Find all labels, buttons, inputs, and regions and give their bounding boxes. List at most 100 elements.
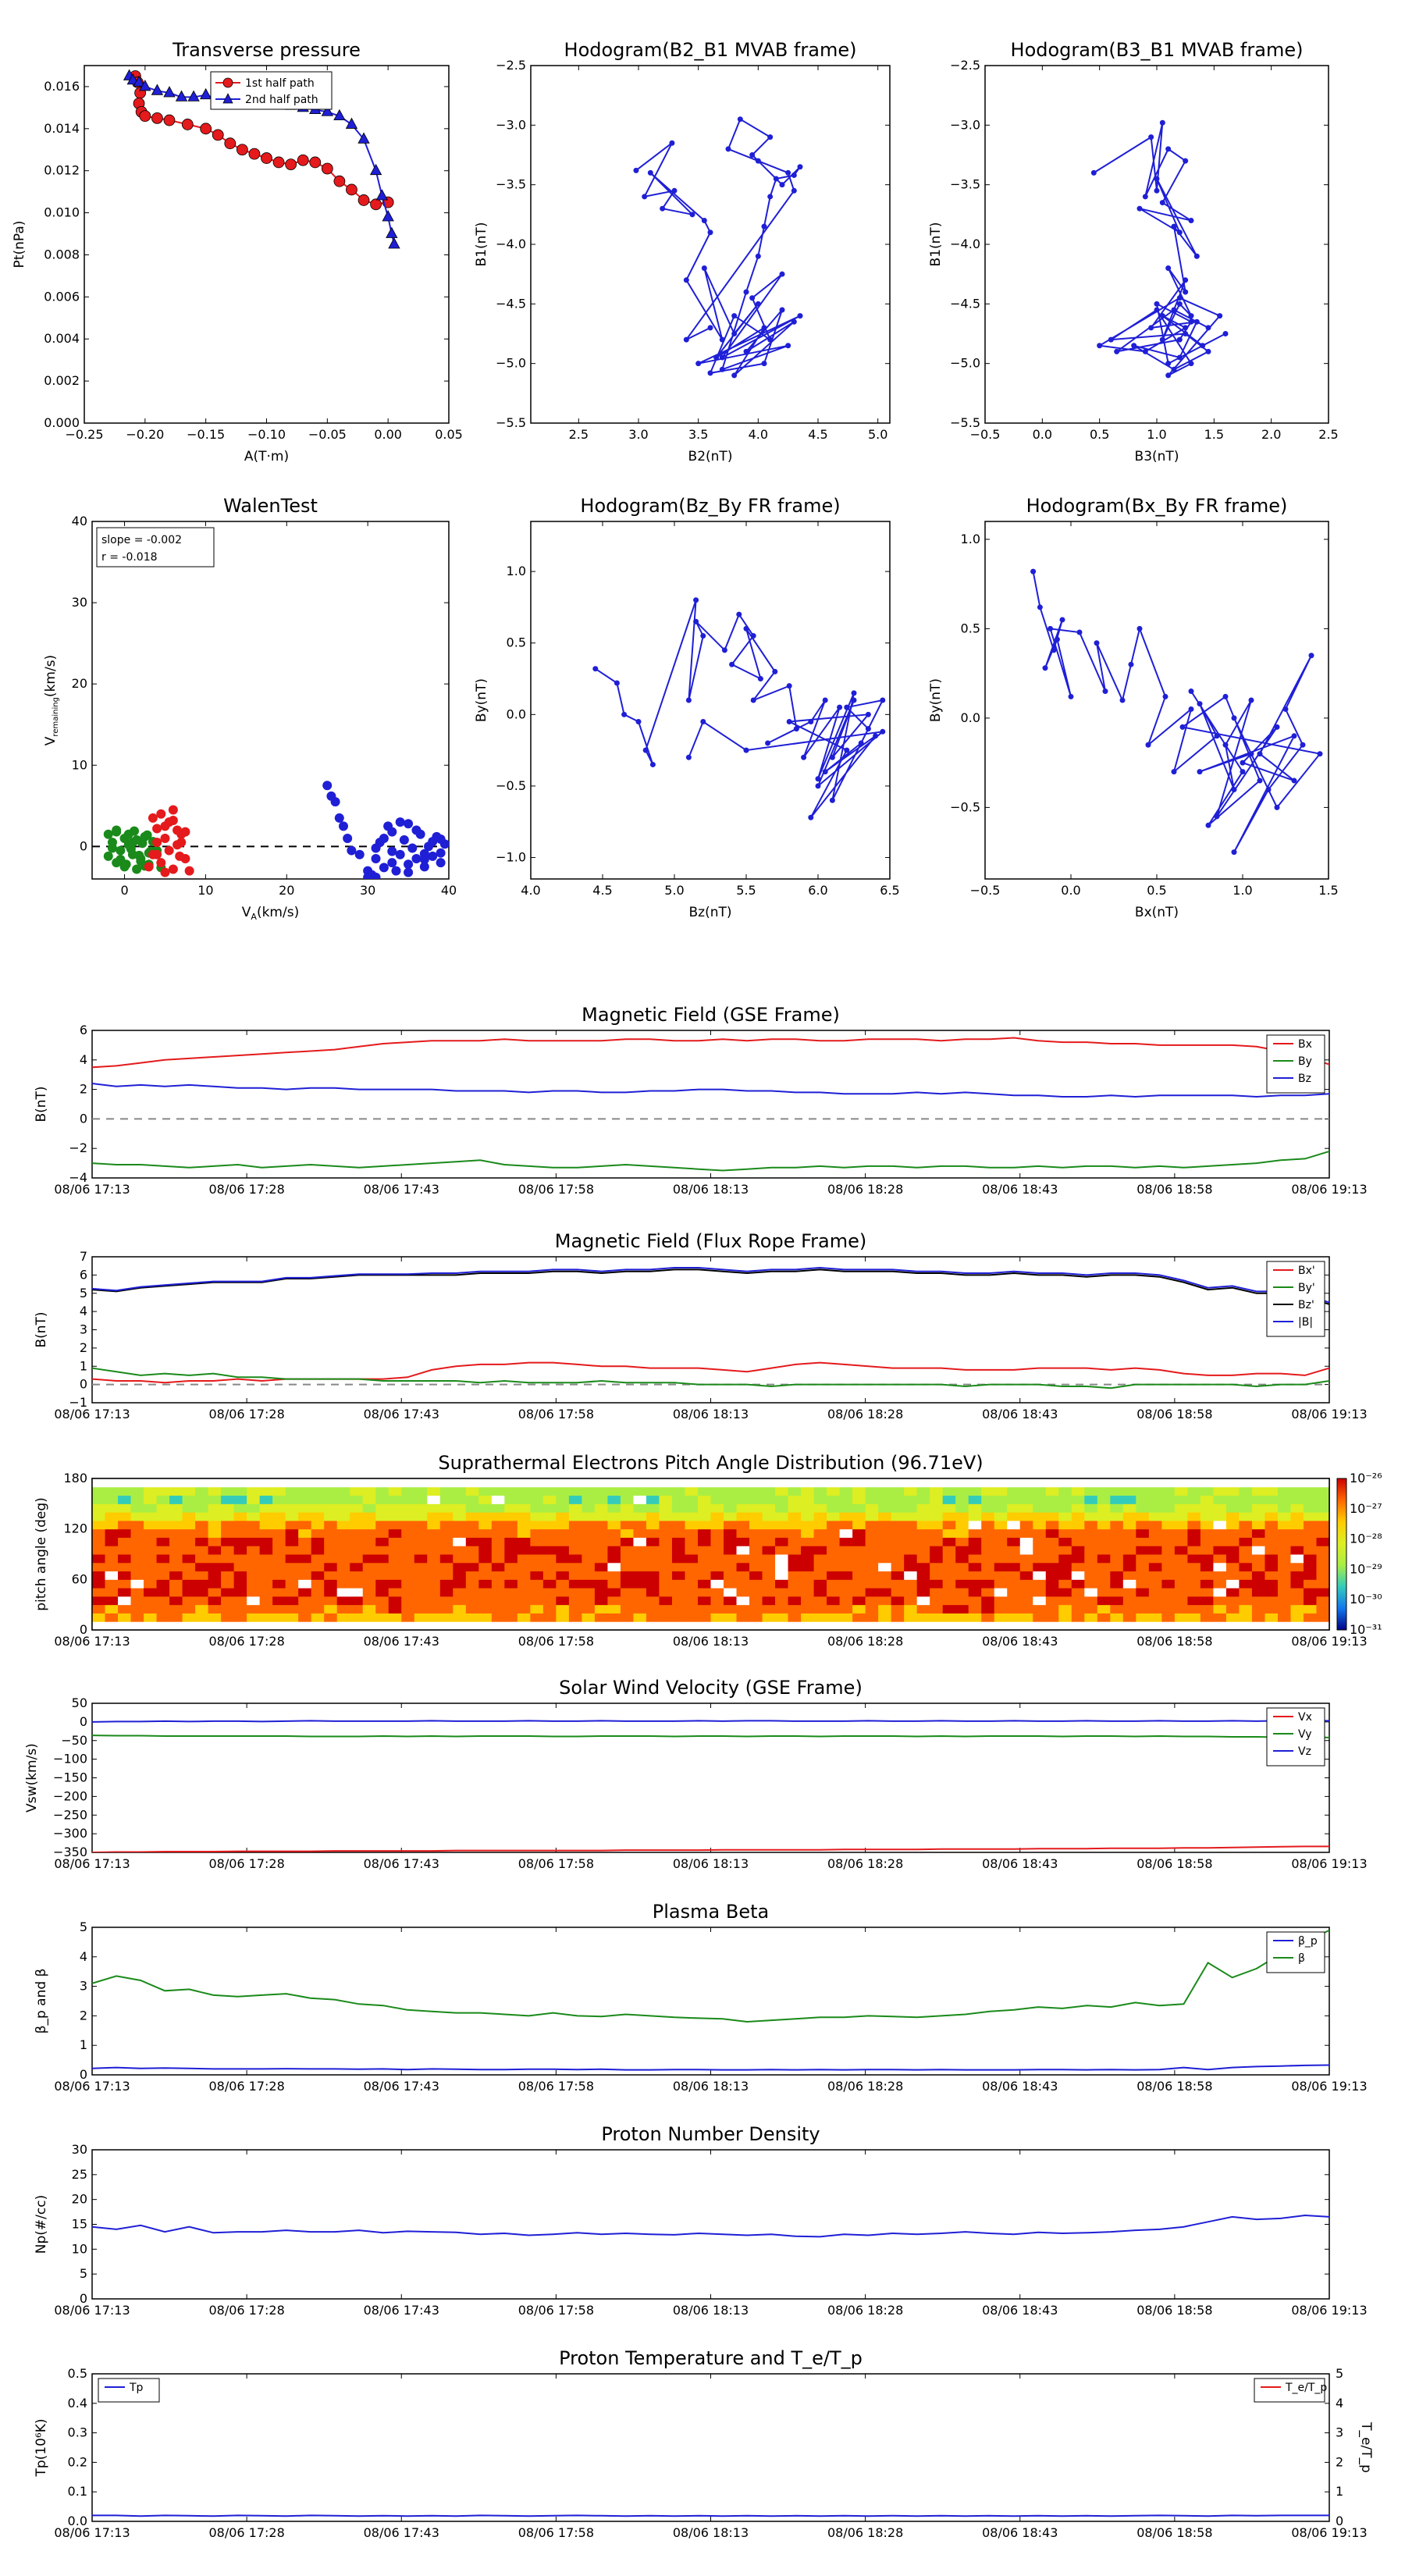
pad-cell: [904, 1495, 918, 1504]
walen-point-blue: [330, 797, 340, 807]
pad-cell: [427, 1546, 441, 1555]
pad-cell: [1277, 1478, 1291, 1488]
pad-cell: [272, 1596, 286, 1606]
pad-xtick-label: 08/06 19:13: [1291, 1634, 1367, 1649]
pad-cell: [427, 1512, 441, 1521]
pad-cell: [375, 1495, 389, 1504]
pad-cell: [1174, 1528, 1188, 1538]
pad-cell: [1187, 1537, 1201, 1546]
pad-cell: [968, 1486, 982, 1496]
pad-cell: [221, 1613, 235, 1622]
pad-cell: [1187, 1486, 1201, 1496]
beta-legend-label: β: [1298, 1952, 1305, 1965]
pad-cell: [92, 1621, 106, 1630]
pad-cell: [298, 1495, 312, 1504]
pad-cell: [401, 1562, 415, 1572]
pad-cell: [105, 1554, 119, 1564]
walen-ytick-label: 0: [80, 838, 87, 853]
pad-cell: [144, 1478, 158, 1488]
pad-cell: [865, 1478, 879, 1488]
pad-cell: [981, 1571, 995, 1580]
tp-y2tick-label: 0: [1336, 2514, 1343, 2528]
pad-cell: [697, 1588, 711, 1597]
pad-cell: [517, 1537, 531, 1546]
pad-cell: [904, 1621, 918, 1630]
pad-cell: [530, 1554, 544, 1564]
pad-cell: [1110, 1604, 1124, 1614]
pad-cell: [453, 1546, 467, 1555]
h2-point: [1090, 169, 1097, 176]
pad-cell: [350, 1604, 364, 1614]
pad-cell: [105, 1621, 119, 1630]
pad-cell: [607, 1588, 621, 1597]
pad-cell: [285, 1528, 299, 1538]
pad-cell: [414, 1546, 428, 1555]
pad-cell: [904, 1486, 918, 1496]
pad-cell: [1290, 1604, 1304, 1614]
pad-cell: [1161, 1613, 1176, 1622]
pad-cell: [607, 1613, 621, 1622]
pad-cell: [427, 1486, 441, 1496]
h2-point: [1154, 187, 1160, 194]
pad-cell: [594, 1604, 608, 1614]
pad-cell: [272, 1486, 286, 1496]
pad-cell: [955, 1571, 969, 1580]
pad-cell: [118, 1520, 132, 1530]
pad-cell: [1200, 1546, 1214, 1555]
vsw-ytick-label: 0: [80, 1714, 87, 1729]
pad-cell: [530, 1621, 544, 1630]
pad-cell: [105, 1562, 119, 1572]
pad-cell: [968, 1596, 982, 1606]
pad-cell: [478, 1571, 493, 1580]
pad-cell: [298, 1596, 312, 1606]
pad-cell: [1225, 1604, 1240, 1614]
pad-cell: [285, 1546, 299, 1555]
pad-cell: [685, 1512, 699, 1521]
pad-cell: [1290, 1579, 1304, 1589]
h4-point: [1188, 688, 1194, 695]
pad-cell: [878, 1478, 892, 1488]
pad-cell: [594, 1613, 608, 1622]
pad-cell: [878, 1621, 892, 1630]
pad-cell: [182, 1546, 196, 1555]
h3-point: [729, 661, 735, 667]
pad-cell: [350, 1503, 364, 1513]
pad-cell: [478, 1520, 493, 1530]
vsw-ytick-label: −50: [61, 1733, 87, 1748]
pad-cell: [221, 1520, 235, 1530]
pad-cell: [530, 1478, 544, 1488]
pad-cell: [1225, 1562, 1240, 1572]
pad-cell: [1251, 1571, 1265, 1580]
pad-cell: [465, 1588, 479, 1597]
pad-cell: [1225, 1478, 1240, 1488]
h1-point: [761, 223, 767, 229]
pt-legend-marker: [222, 93, 233, 104]
pad-cell: [1161, 1478, 1176, 1488]
pad-cell: [92, 1604, 106, 1614]
pad-cell: [388, 1588, 402, 1597]
pad-cell: [375, 1571, 389, 1580]
pad-cell: [827, 1537, 841, 1546]
pad-cell: [401, 1621, 415, 1630]
h3-point: [736, 611, 742, 617]
h2-point: [1176, 354, 1183, 361]
pad-cell: [1161, 1562, 1176, 1572]
pad-cell: [942, 1596, 956, 1606]
pad-cell: [878, 1512, 892, 1521]
pad-cell: [891, 1596, 905, 1606]
pad-cell: [156, 1604, 170, 1614]
pad-cell: [736, 1571, 750, 1580]
pad-cell: [697, 1520, 711, 1530]
h4-point: [1197, 701, 1203, 707]
beta-ytick-label: 1: [80, 2037, 87, 2052]
h3-plot-area: [592, 597, 886, 820]
pad-cell: [1148, 1596, 1162, 1606]
pad-cell: [878, 1613, 892, 1622]
h1-point: [749, 295, 756, 301]
pad-cell: [1058, 1562, 1072, 1572]
pad-cell: [208, 1562, 222, 1572]
pad-cell: [1187, 1571, 1201, 1580]
pad-cell: [1187, 1613, 1201, 1622]
pad-cell: [118, 1588, 132, 1597]
pad-cell: [582, 1495, 596, 1504]
